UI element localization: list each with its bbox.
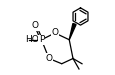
Text: P: P	[39, 35, 44, 44]
Text: O: O	[45, 54, 52, 63]
Text: HO: HO	[25, 35, 38, 44]
Polygon shape	[69, 23, 75, 40]
Text: O: O	[51, 28, 58, 38]
Text: O: O	[32, 21, 39, 30]
